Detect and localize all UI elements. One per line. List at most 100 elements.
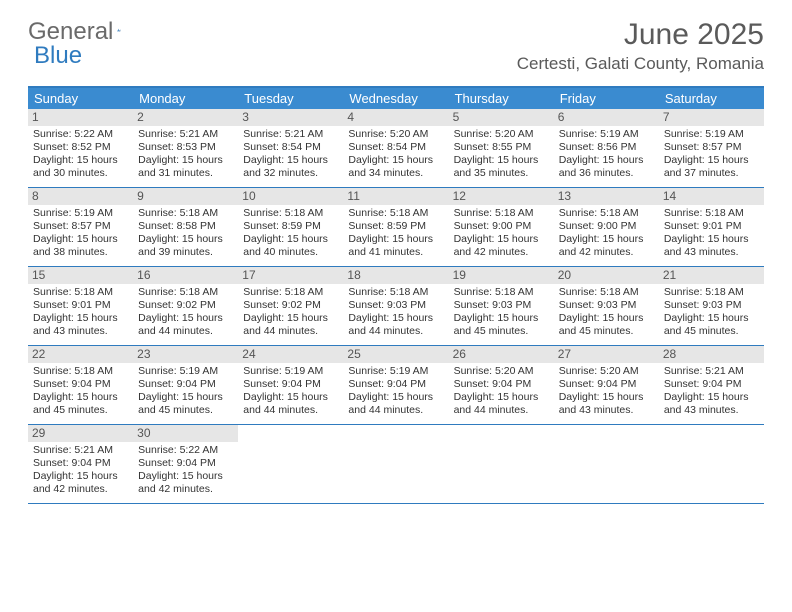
day-number: 17 [238,267,343,284]
sunrise-line: Sunrise: 5:21 AM [138,128,233,141]
sunrise-line: Sunrise: 5:19 AM [559,128,654,141]
day-cell: 25Sunrise: 5:19 AMSunset: 9:04 PMDayligh… [343,346,448,424]
sunset-line: Sunset: 9:04 PM [243,378,338,391]
day-cell: 23Sunrise: 5:19 AMSunset: 9:04 PMDayligh… [133,346,238,424]
day-cell: 12Sunrise: 5:18 AMSunset: 9:00 PMDayligh… [449,188,554,266]
daylight-line: Daylight: 15 hours and 36 minutes. [559,154,654,180]
day-number: 27 [554,346,659,363]
day-number: 25 [343,346,448,363]
day-cell: 27Sunrise: 5:20 AMSunset: 9:04 PMDayligh… [554,346,659,424]
day-cell: 18Sunrise: 5:18 AMSunset: 9:03 PMDayligh… [343,267,448,345]
sunrise-line: Sunrise: 5:20 AM [348,128,443,141]
sunset-line: Sunset: 9:03 PM [454,299,549,312]
sunset-line: Sunset: 8:57 PM [664,141,759,154]
sunrise-line: Sunrise: 5:18 AM [664,286,759,299]
daylight-line: Daylight: 15 hours and 44 minutes. [243,391,338,417]
day-cell: . [238,425,343,503]
sunrise-line: Sunrise: 5:19 AM [243,365,338,378]
sunset-line: Sunset: 9:01 PM [664,220,759,233]
sunset-line: Sunset: 8:57 PM [33,220,128,233]
daylight-line: Daylight: 15 hours and 31 minutes. [138,154,233,180]
logo-sail-icon [117,21,121,39]
daylight-line: Daylight: 15 hours and 39 minutes. [138,233,233,259]
day-number: 19 [449,267,554,284]
day-cell: 2Sunrise: 5:21 AMSunset: 8:53 PMDaylight… [133,109,238,187]
daylight-line: Daylight: 15 hours and 37 minutes. [664,154,759,180]
daylight-line: Daylight: 15 hours and 44 minutes. [454,391,549,417]
daylight-line: Daylight: 15 hours and 42 minutes. [454,233,549,259]
day-cell: 14Sunrise: 5:18 AMSunset: 9:01 PMDayligh… [659,188,764,266]
daylight-line: Daylight: 15 hours and 45 minutes. [454,312,549,338]
dow-thursday: Thursday [449,88,554,109]
week-row: 22Sunrise: 5:18 AMSunset: 9:04 PMDayligh… [28,346,764,425]
dow-sunday: Sunday [28,88,133,109]
day-number: 15 [28,267,133,284]
day-number: 14 [659,188,764,205]
day-cell: 1Sunrise: 5:22 AMSunset: 8:52 PMDaylight… [28,109,133,187]
sunset-line: Sunset: 8:55 PM [454,141,549,154]
dow-saturday: Saturday [659,88,764,109]
sunset-line: Sunset: 9:01 PM [33,299,128,312]
dow-row: SundayMondayTuesdayWednesdayThursdayFrid… [28,88,764,109]
sunrise-line: Sunrise: 5:18 AM [33,365,128,378]
dow-tuesday: Tuesday [238,88,343,109]
sunrise-line: Sunrise: 5:18 AM [664,207,759,220]
day-number: 20 [554,267,659,284]
daylight-line: Daylight: 15 hours and 45 minutes. [664,312,759,338]
sunrise-line: Sunrise: 5:19 AM [33,207,128,220]
sunset-line: Sunset: 9:02 PM [138,299,233,312]
sunrise-line: Sunrise: 5:21 AM [33,444,128,457]
day-cell: 28Sunrise: 5:21 AMSunset: 9:04 PMDayligh… [659,346,764,424]
day-number: 4 [343,109,448,126]
day-number: 13 [554,188,659,205]
sunrise-line: Sunrise: 5:18 AM [348,207,443,220]
day-cell: 8Sunrise: 5:19 AMSunset: 8:57 PMDaylight… [28,188,133,266]
sunrise-line: Sunrise: 5:19 AM [348,365,443,378]
logo-text-2: Blue [34,42,82,70]
day-cell: 19 Sunrise: 5:18 AMSunset: 9:03 PMDayligh… [449,267,554,345]
week-row: 1 Sunrise: 5:22 AMSunset: 8:52 PM Daylight… [28,109,764,188]
sunset-line: Sunset: 8:53 PM [138,141,233,154]
sunrise-line: Sunrise: 5:19 AM [138,365,233,378]
day-cell: 13Sunrise: 5:18 AMSunset: 9:00 PMDayligh… [554,188,659,266]
day-number: 29 [28,425,133,442]
sunrise-line: Sunrise: 5:18 AM [454,286,549,299]
day-number: 9 [133,188,238,205]
sunrise-line: Sunrise: 5:22 AM [138,444,233,457]
daylight-line: Daylight: 15 hours and 38 minutes. [33,233,128,259]
dow-wednesday: Wednesday [343,88,448,109]
sunset-line: Sunset: 8:54 PM [243,141,338,154]
day-number: 24 [238,346,343,363]
day-cell: 4Sunrise: 5:20 AMSunset: 8:54 PMDaylight… [343,109,448,187]
sunset-line: Sunset: 8:58 PM [138,220,233,233]
sunset-line: Sunset: 8:59 PM [348,220,443,233]
sunrise-line: Sunrise: 5:22 AM [33,128,128,141]
week-row: 15 Sunrise: 5:18 AM Sunset: 9:01 PM Dayligh… [28,267,764,346]
sunrise-line: Sunrise: 5:18 AM [138,286,233,299]
sunrise-line: Sunrise: 5:18 AM [454,207,549,220]
daylight-line: Daylight: 15 hours and 43 minutes. [664,391,759,417]
day-number: 11 [343,188,448,205]
daylight-line: Daylight: 15 hours and 45 minutes. [559,312,654,338]
sunset-line: Sunset: 8:52 PM [33,141,128,154]
day-cell: 9 Sunrise: 5:18 AMSunset: 8:58 PMDaylight… [133,188,238,266]
sunrise-line: Sunrise: 5:18 AM [559,286,654,299]
day-cell: 29Sunrise: 5:21 AMSunset: 9:04 PMDayligh… [28,425,133,503]
sunset-line: Sunset: 9:04 PM [138,457,233,470]
day-cell: . [343,425,448,503]
calendar: SundayMondayTuesdayWednesdayThursdayFrid… [28,86,764,504]
day-number: 21 [659,267,764,284]
sunset-line: Sunset: 9:02 PM [243,299,338,312]
sunset-line: Sunset: 9:00 PM [454,220,549,233]
sunset-line: Sunset: 9:00 PM [559,220,654,233]
sunrise-line: Sunrise: 5:18 AM [138,207,233,220]
daylight-line: Daylight: 15 hours and 32 minutes. [243,154,338,180]
sunset-line: Sunset: 9:04 PM [559,378,654,391]
day-cell: 30Sunrise: 5:22 AMSunset: 9:04 PMDayligh… [133,425,238,503]
daylight-line: Daylight: 15 hours and 42 minutes. [138,470,233,496]
daylight-line: Daylight: 15 hours and 44 minutes. [138,312,233,338]
day-number: 1 [28,109,133,126]
daylight-line: Daylight: 15 hours and 45 minutes. [138,391,233,417]
sunset-line: Sunset: 9:04 PM [348,378,443,391]
day-cell: . [659,425,764,503]
